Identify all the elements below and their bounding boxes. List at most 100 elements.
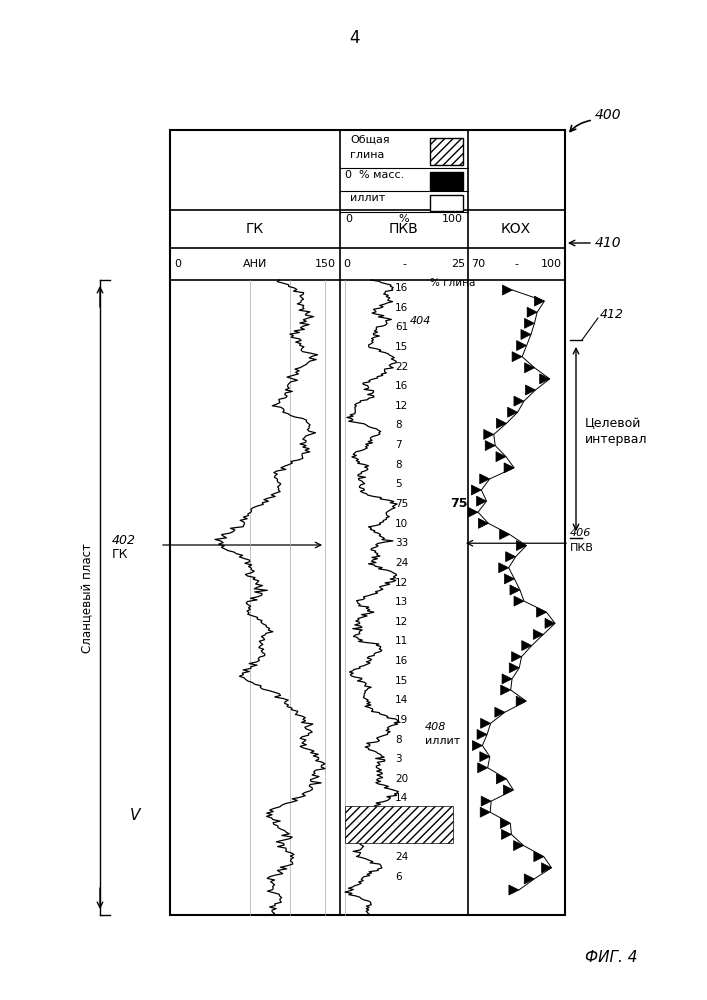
Text: 404: 404 (410, 316, 431, 326)
Polygon shape (513, 841, 523, 851)
Polygon shape (479, 518, 489, 528)
Text: 400: 400 (595, 108, 621, 122)
Polygon shape (500, 529, 510, 539)
Polygon shape (509, 885, 519, 895)
Text: 0: 0 (343, 259, 350, 269)
Text: % глина: % глина (430, 278, 475, 288)
Text: 20: 20 (395, 774, 408, 784)
Text: иллит: иллит (425, 736, 460, 746)
Polygon shape (496, 418, 506, 428)
Text: 410: 410 (595, 236, 621, 250)
Text: 5: 5 (395, 479, 402, 489)
Text: 12: 12 (395, 401, 408, 411)
Polygon shape (533, 629, 543, 639)
Polygon shape (512, 652, 522, 662)
Text: 100: 100 (431, 173, 451, 183)
Bar (170, 130, 565, 915)
Polygon shape (501, 685, 510, 695)
Polygon shape (498, 563, 509, 573)
Text: Сланцевый пласт: Сланцевый пласт (81, 543, 95, 653)
Text: 11: 11 (395, 636, 408, 646)
Text: 6: 6 (395, 872, 402, 882)
Polygon shape (514, 596, 524, 606)
Polygon shape (481, 718, 491, 728)
Polygon shape (508, 407, 518, 417)
Polygon shape (481, 796, 491, 806)
Polygon shape (527, 307, 537, 317)
Text: 70: 70 (471, 259, 485, 269)
Text: 13: 13 (395, 597, 408, 607)
Text: 25: 25 (451, 259, 465, 269)
Polygon shape (496, 774, 506, 784)
Polygon shape (480, 752, 490, 762)
Polygon shape (521, 329, 531, 339)
Text: 412: 412 (600, 308, 624, 322)
Text: 16: 16 (395, 381, 408, 391)
Text: 100: 100 (541, 259, 562, 269)
Text: 12: 12 (395, 617, 408, 627)
Polygon shape (506, 552, 515, 562)
Text: ПКВ: ПКВ (389, 222, 419, 236)
Text: 75: 75 (450, 497, 467, 510)
Polygon shape (525, 318, 534, 328)
Polygon shape (542, 863, 551, 873)
Polygon shape (480, 474, 490, 484)
Polygon shape (509, 663, 519, 673)
Text: 7: 7 (395, 440, 402, 450)
Polygon shape (525, 363, 534, 373)
Polygon shape (512, 352, 522, 362)
Polygon shape (516, 696, 526, 706)
Polygon shape (502, 674, 512, 684)
Text: 100: 100 (442, 214, 463, 224)
Text: иллит: иллит (350, 193, 385, 203)
Text: интервал: интервал (585, 432, 648, 446)
Bar (430, 195, 463, 211)
Text: 8: 8 (395, 460, 402, 470)
Polygon shape (504, 463, 514, 473)
Polygon shape (477, 496, 486, 506)
Polygon shape (480, 807, 490, 817)
Polygon shape (484, 429, 493, 439)
Text: глина: глина (350, 150, 385, 160)
Polygon shape (517, 341, 527, 351)
Text: 75: 75 (395, 499, 408, 509)
Polygon shape (514, 396, 524, 406)
Text: Целевой: Целевой (585, 418, 641, 430)
Text: 8: 8 (395, 735, 402, 745)
Text: 15: 15 (395, 342, 408, 352)
Text: 33: 33 (395, 538, 408, 548)
Text: 408: 408 (425, 722, 446, 732)
Polygon shape (545, 618, 555, 628)
Text: Общая: Общая (350, 135, 390, 145)
Polygon shape (539, 374, 549, 384)
Polygon shape (534, 852, 544, 862)
Polygon shape (522, 641, 532, 651)
Text: 8: 8 (395, 833, 402, 843)
Text: 4: 4 (349, 29, 359, 47)
Polygon shape (496, 452, 506, 462)
Text: ПКВ: ПКВ (570, 543, 594, 553)
Text: ГК: ГК (246, 222, 264, 236)
Text: 14: 14 (395, 695, 408, 705)
Polygon shape (501, 829, 511, 839)
Text: 24: 24 (395, 852, 408, 862)
Text: 3: 3 (395, 754, 402, 764)
Text: ФИГ. 4: ФИГ. 4 (585, 950, 638, 966)
Polygon shape (495, 707, 505, 717)
Text: 0: 0 (174, 259, 181, 269)
Text: 8: 8 (395, 420, 402, 430)
Text: 406: 406 (570, 528, 591, 538)
Text: 14: 14 (395, 793, 408, 803)
Text: 402: 402 (112, 534, 136, 546)
Text: 61: 61 (395, 322, 408, 332)
Polygon shape (472, 741, 482, 751)
Polygon shape (525, 385, 535, 395)
Text: 0  % масс.: 0 % масс. (345, 170, 404, 180)
Text: -: - (402, 259, 406, 269)
Polygon shape (485, 441, 495, 451)
Text: 16: 16 (395, 283, 408, 293)
Text: 0: 0 (345, 214, 352, 224)
Text: КОХ: КОХ (501, 222, 531, 236)
Bar (345, 806, 453, 843)
Polygon shape (516, 541, 527, 551)
